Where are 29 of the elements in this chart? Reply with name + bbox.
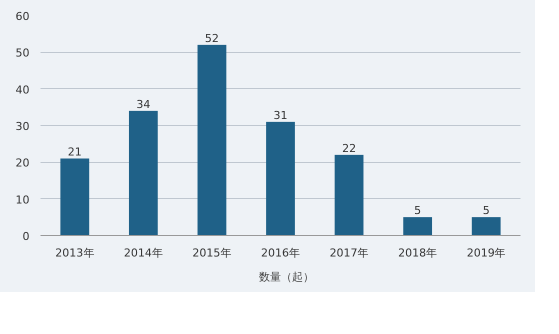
y-tick-label: 0 (22, 230, 30, 243)
bar (334, 154, 364, 236)
data-label: 5 (482, 204, 490, 218)
x-tick-label: 2018年 (398, 246, 438, 260)
bar (403, 217, 432, 236)
y-tick-label: 50 (16, 46, 30, 60)
bar (198, 44, 226, 236)
text: 数量（起） (259, 270, 314, 284)
y-tick-label: 30 (16, 120, 30, 133)
bar (472, 217, 501, 236)
data-label: 21 (68, 146, 82, 158)
bar (266, 122, 295, 236)
bar (128, 110, 158, 236)
y-tick-label: 10 (16, 193, 30, 206)
data-label: 22 (342, 142, 356, 155)
y-tick-label: 20 (16, 156, 30, 170)
x-tick-label: 2017年 (330, 246, 369, 260)
y-tick-label: 60 (16, 10, 30, 23)
x-tick-label: 2014年 (124, 246, 163, 260)
x-tick-label: 2016年 (261, 246, 300, 260)
data-label: 31 (274, 108, 288, 122)
x-tick-label: 2019年 (466, 246, 506, 260)
data-label: 5 (414, 204, 422, 218)
data-label: 52 (204, 32, 219, 45)
data-label: 34 (136, 98, 150, 111)
y-tick-label: 40 (16, 83, 30, 96)
bar (60, 158, 90, 236)
x-tick-label: 2015年 (192, 246, 232, 260)
x-tick-label: 2013年 (55, 246, 94, 260)
